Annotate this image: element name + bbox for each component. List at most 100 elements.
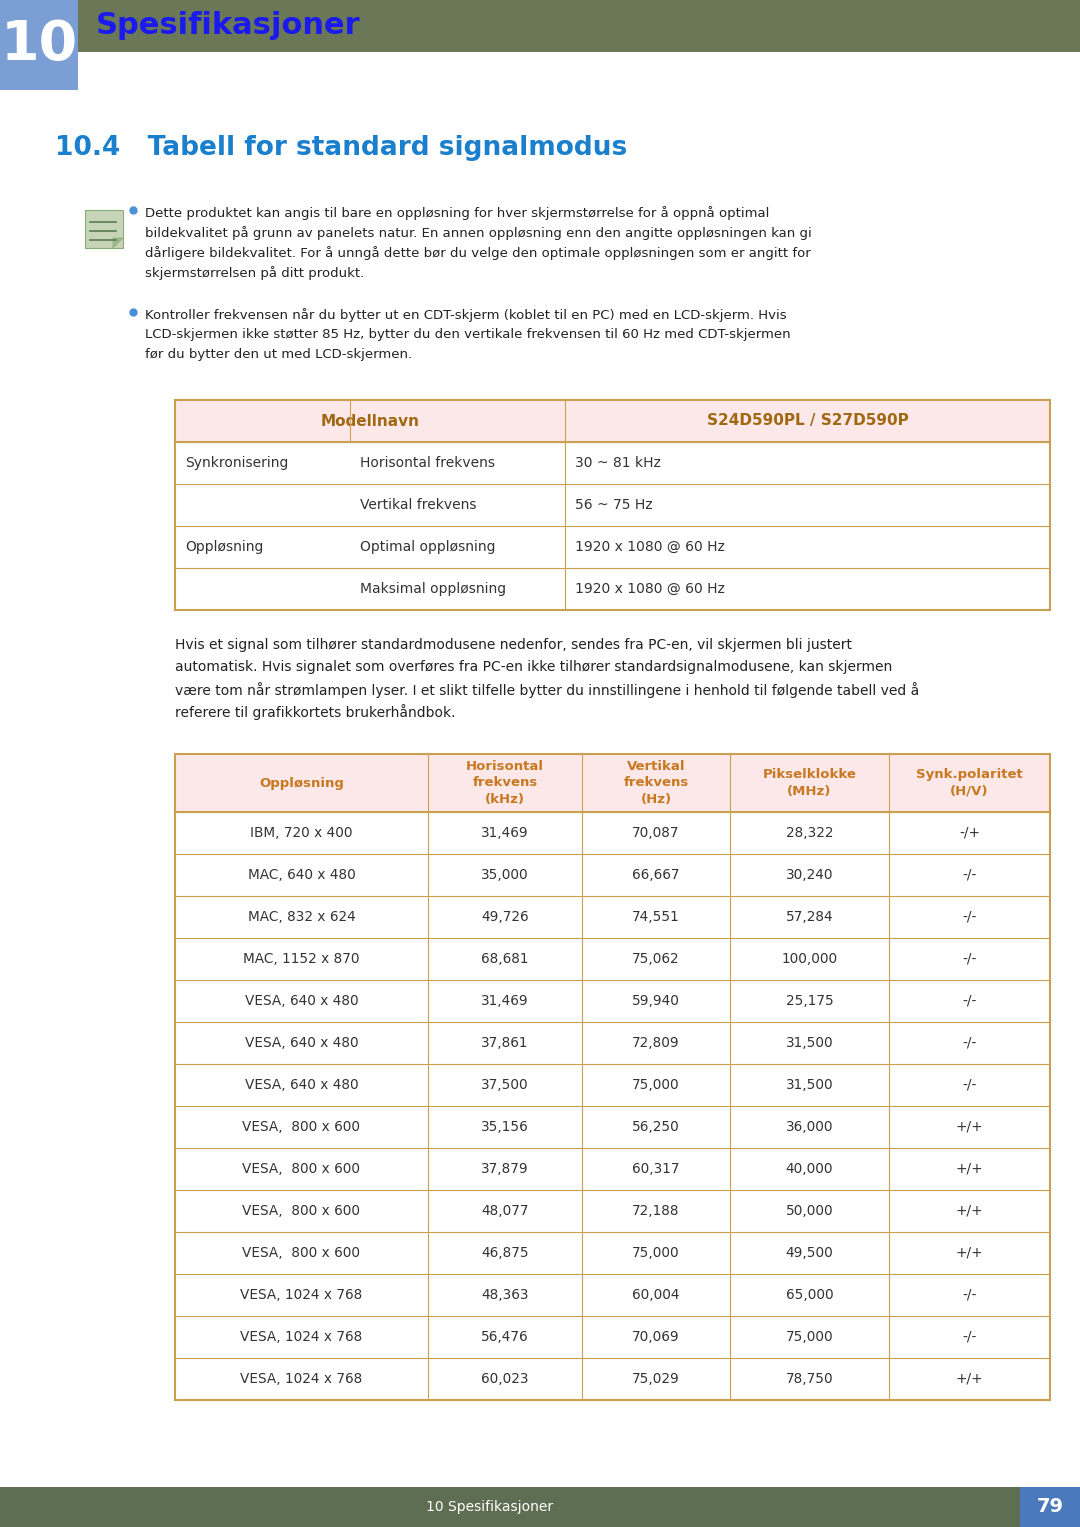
Bar	[175, 980, 1050, 1022]
Text: dårligere bildekvalitet. For å unngå dette bør du velge den optimale oppløsninge: dårligere bildekvalitet. For å unngå det…	[145, 246, 811, 260]
Text: 68,681: 68,681	[482, 951, 529, 967]
Text: 78,750: 78,750	[785, 1371, 834, 1387]
Text: Dette produktet kan angis til bare en oppløsning for hver skjermstørrelse for å : Dette produktet kan angis til bare en op…	[145, 206, 769, 220]
Text: 49,500: 49,500	[785, 1246, 834, 1260]
Text: -/-: -/-	[962, 867, 976, 883]
Text: Vertikal
frekvens
(Hz): Vertikal frekvens (Hz)	[623, 759, 689, 806]
Text: -/-: -/-	[962, 1078, 976, 1092]
Text: 31,500: 31,500	[785, 1035, 834, 1051]
Text: LCD-skjermen ikke støtter 85 Hz, bytter du den vertikale frekvensen til 60 Hz me: LCD-skjermen ikke støtter 85 Hz, bytter …	[145, 328, 791, 341]
Text: +/+: +/+	[956, 1162, 983, 1176]
Text: før du bytter den ut med LCD-skjermen.: før du bytter den ut med LCD-skjermen.	[145, 348, 413, 360]
Bar	[0, 0, 78, 90]
Bar	[175, 400, 1050, 609]
Bar	[175, 1064, 1050, 1106]
Text: 60,004: 60,004	[632, 1287, 679, 1303]
Text: 46,875: 46,875	[482, 1246, 529, 1260]
Bar	[0, 0, 1080, 52]
Text: 28,322: 28,322	[786, 826, 834, 840]
Text: 60,023: 60,023	[482, 1371, 529, 1387]
Text: 25,175: 25,175	[785, 994, 834, 1008]
Text: 65,000: 65,000	[785, 1287, 834, 1303]
Text: +/+: +/+	[956, 1203, 983, 1219]
Text: 37,879: 37,879	[482, 1162, 529, 1176]
Text: 72,188: 72,188	[632, 1203, 679, 1219]
Text: 70,069: 70,069	[632, 1330, 679, 1344]
Text: automatisk. Hvis signalet som overføres fra PC-en ikke tilhører standardsignalmo: automatisk. Hvis signalet som overføres …	[175, 660, 892, 673]
Text: 75,062: 75,062	[632, 951, 679, 967]
Text: Optimal oppløsning: Optimal oppløsning	[360, 541, 496, 554]
Text: Hvis et signal som tilhører standardmodusene nedenfor, sendes fra PC-en, vil skj: Hvis et signal som tilhører standardmodu…	[175, 638, 852, 652]
Text: VESA, 1024 x 768: VESA, 1024 x 768	[241, 1371, 363, 1387]
Text: 1920 x 1080 @ 60 Hz: 1920 x 1080 @ 60 Hz	[575, 541, 725, 554]
Text: 31,469: 31,469	[482, 826, 529, 840]
Text: -/-: -/-	[962, 1035, 976, 1051]
Text: 75,000: 75,000	[785, 1330, 834, 1344]
Text: bildekvalitet på grunn av panelets natur. En annen oppløsning enn den angitte op: bildekvalitet på grunn av panelets natur…	[145, 226, 812, 240]
Text: 70,087: 70,087	[632, 826, 679, 840]
Text: 49,726: 49,726	[482, 910, 529, 924]
Text: 57,284: 57,284	[785, 910, 834, 924]
Text: Horisontal frekvens: Horisontal frekvens	[360, 457, 495, 470]
Text: VESA,  800 x 600: VESA, 800 x 600	[243, 1162, 361, 1176]
Bar	[175, 754, 1050, 1400]
Text: Spesifikasjoner: Spesifikasjoner	[96, 12, 361, 41]
Text: Synkronisering: Synkronisering	[185, 457, 288, 470]
Text: VESA, 1024 x 768: VESA, 1024 x 768	[241, 1287, 363, 1303]
Text: 59,940: 59,940	[632, 994, 680, 1008]
Bar	[175, 1190, 1050, 1232]
Text: 36,000: 36,000	[786, 1119, 834, 1135]
Bar	[175, 1358, 1050, 1400]
Text: 66,667: 66,667	[632, 867, 679, 883]
Text: VESA, 640 x 480: VESA, 640 x 480	[245, 994, 359, 1008]
Text: Oppløsning: Oppløsning	[259, 777, 343, 789]
Bar	[175, 525, 1050, 568]
Text: S24D590PL / S27D590P: S24D590PL / S27D590P	[706, 414, 908, 429]
Text: 35,156: 35,156	[481, 1119, 529, 1135]
Text: -/-: -/-	[962, 951, 976, 967]
Bar	[85, 211, 123, 247]
Text: 75,029: 75,029	[632, 1371, 680, 1387]
Bar	[0, 1487, 1080, 1527]
Text: 37,861: 37,861	[482, 1035, 529, 1051]
Text: +/+: +/+	[956, 1119, 983, 1135]
Bar	[175, 854, 1050, 896]
Text: +/+: +/+	[956, 1371, 983, 1387]
Text: 10 Spesifikasjoner: 10 Spesifikasjoner	[427, 1500, 554, 1513]
Text: Modellnavn: Modellnavn	[321, 414, 419, 429]
Bar	[175, 441, 1050, 484]
Text: +/+: +/+	[956, 1246, 983, 1260]
Text: VESA,  800 x 600: VESA, 800 x 600	[243, 1119, 361, 1135]
Text: MAC, 640 x 480: MAC, 640 x 480	[247, 867, 355, 883]
Text: MAC, 1152 x 870: MAC, 1152 x 870	[243, 951, 360, 967]
Bar	[175, 896, 1050, 938]
Text: 56,476: 56,476	[482, 1330, 529, 1344]
Text: 60,317: 60,317	[632, 1162, 679, 1176]
Bar	[175, 1232, 1050, 1274]
Text: 56 ~ 75 Hz: 56 ~ 75 Hz	[575, 498, 652, 512]
Text: 10.4   Tabell for standard signalmodus: 10.4 Tabell for standard signalmodus	[55, 134, 627, 160]
Text: 56,250: 56,250	[632, 1119, 680, 1135]
Text: 75,000: 75,000	[632, 1246, 679, 1260]
Text: skjermstørrelsen på ditt produkt.: skjermstørrelsen på ditt produkt.	[145, 266, 364, 279]
Text: -/-: -/-	[962, 1287, 976, 1303]
Bar	[175, 1316, 1050, 1358]
Text: VESA, 1024 x 768: VESA, 1024 x 768	[241, 1330, 363, 1344]
Text: 31,500: 31,500	[785, 1078, 834, 1092]
Bar	[175, 1106, 1050, 1148]
Text: 50,000: 50,000	[785, 1203, 834, 1219]
Text: Pikselklokke
(MHz): Pikselklokke (MHz)	[762, 768, 856, 799]
Text: Synk.polaritet
(H/V): Synk.polaritet (H/V)	[916, 768, 1023, 799]
Text: 31,469: 31,469	[482, 994, 529, 1008]
Bar	[1020, 1487, 1080, 1527]
Text: Vertikal frekvens: Vertikal frekvens	[360, 498, 476, 512]
Text: 72,809: 72,809	[632, 1035, 679, 1051]
Text: VESA, 640 x 480: VESA, 640 x 480	[245, 1078, 359, 1092]
Bar	[175, 484, 1050, 525]
Text: -/-: -/-	[962, 994, 976, 1008]
Text: 74,551: 74,551	[632, 910, 680, 924]
Bar	[175, 938, 1050, 980]
Bar	[175, 754, 1050, 812]
Text: 79: 79	[1037, 1498, 1064, 1516]
Text: 37,500: 37,500	[482, 1078, 529, 1092]
